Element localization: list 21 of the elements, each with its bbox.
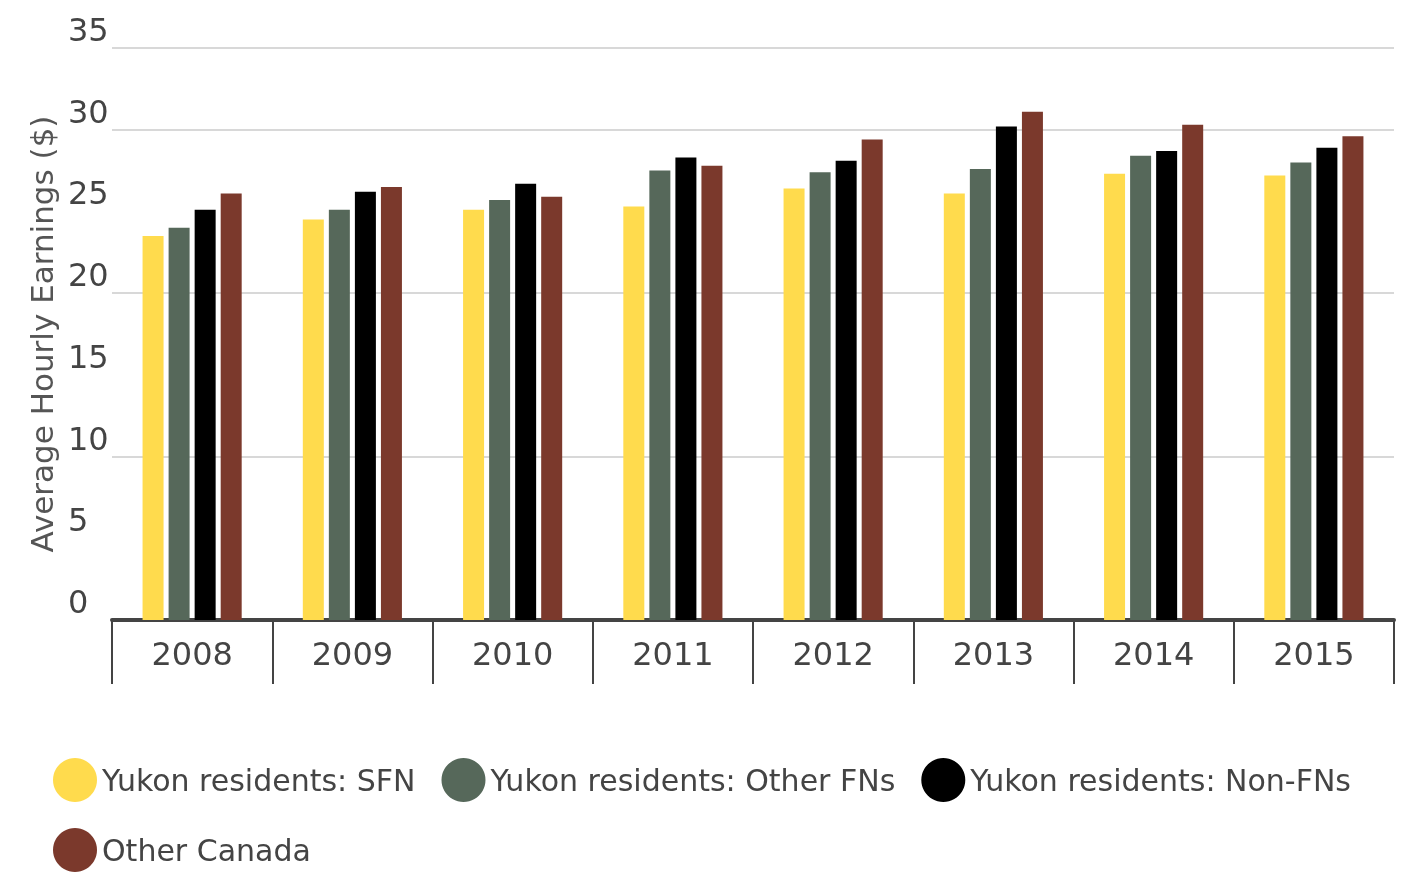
x-tick-label: 2012 bbox=[792, 635, 874, 673]
y-tick-label: 15 bbox=[68, 337, 109, 376]
x-tick-label: 2011 bbox=[632, 635, 714, 673]
x-tick-label: 2008 bbox=[151, 635, 233, 673]
y-axis-title: Average Hourly Earnings ($) bbox=[23, 115, 60, 553]
y-tick-label: 35 bbox=[68, 11, 109, 49]
y-tick-label: 30 bbox=[68, 92, 109, 131]
legend-label: Yukon residents: SFN bbox=[101, 762, 416, 798]
x-tick-label: 2014 bbox=[1112, 635, 1195, 673]
legend-label: Other Canada bbox=[102, 832, 311, 868]
legend-label: Yukon residents: Non-FNs bbox=[969, 762, 1352, 798]
x-tick-label: 2015 bbox=[1273, 635, 1355, 673]
legend-label: Yukon residents: Other FNs bbox=[489, 762, 896, 798]
y-tick-label: 10 bbox=[68, 419, 109, 458]
y-tick-label: 0 bbox=[68, 583, 89, 621]
y-tick-label: 20 bbox=[68, 256, 109, 295]
y-tick-label: 25 bbox=[68, 174, 109, 213]
x-tick-label: 2010 bbox=[471, 635, 554, 673]
x-tick-label: 2009 bbox=[311, 635, 394, 673]
y-tick-label: 5 bbox=[68, 501, 89, 540]
x-tick-label: 2013 bbox=[952, 635, 1035, 673]
